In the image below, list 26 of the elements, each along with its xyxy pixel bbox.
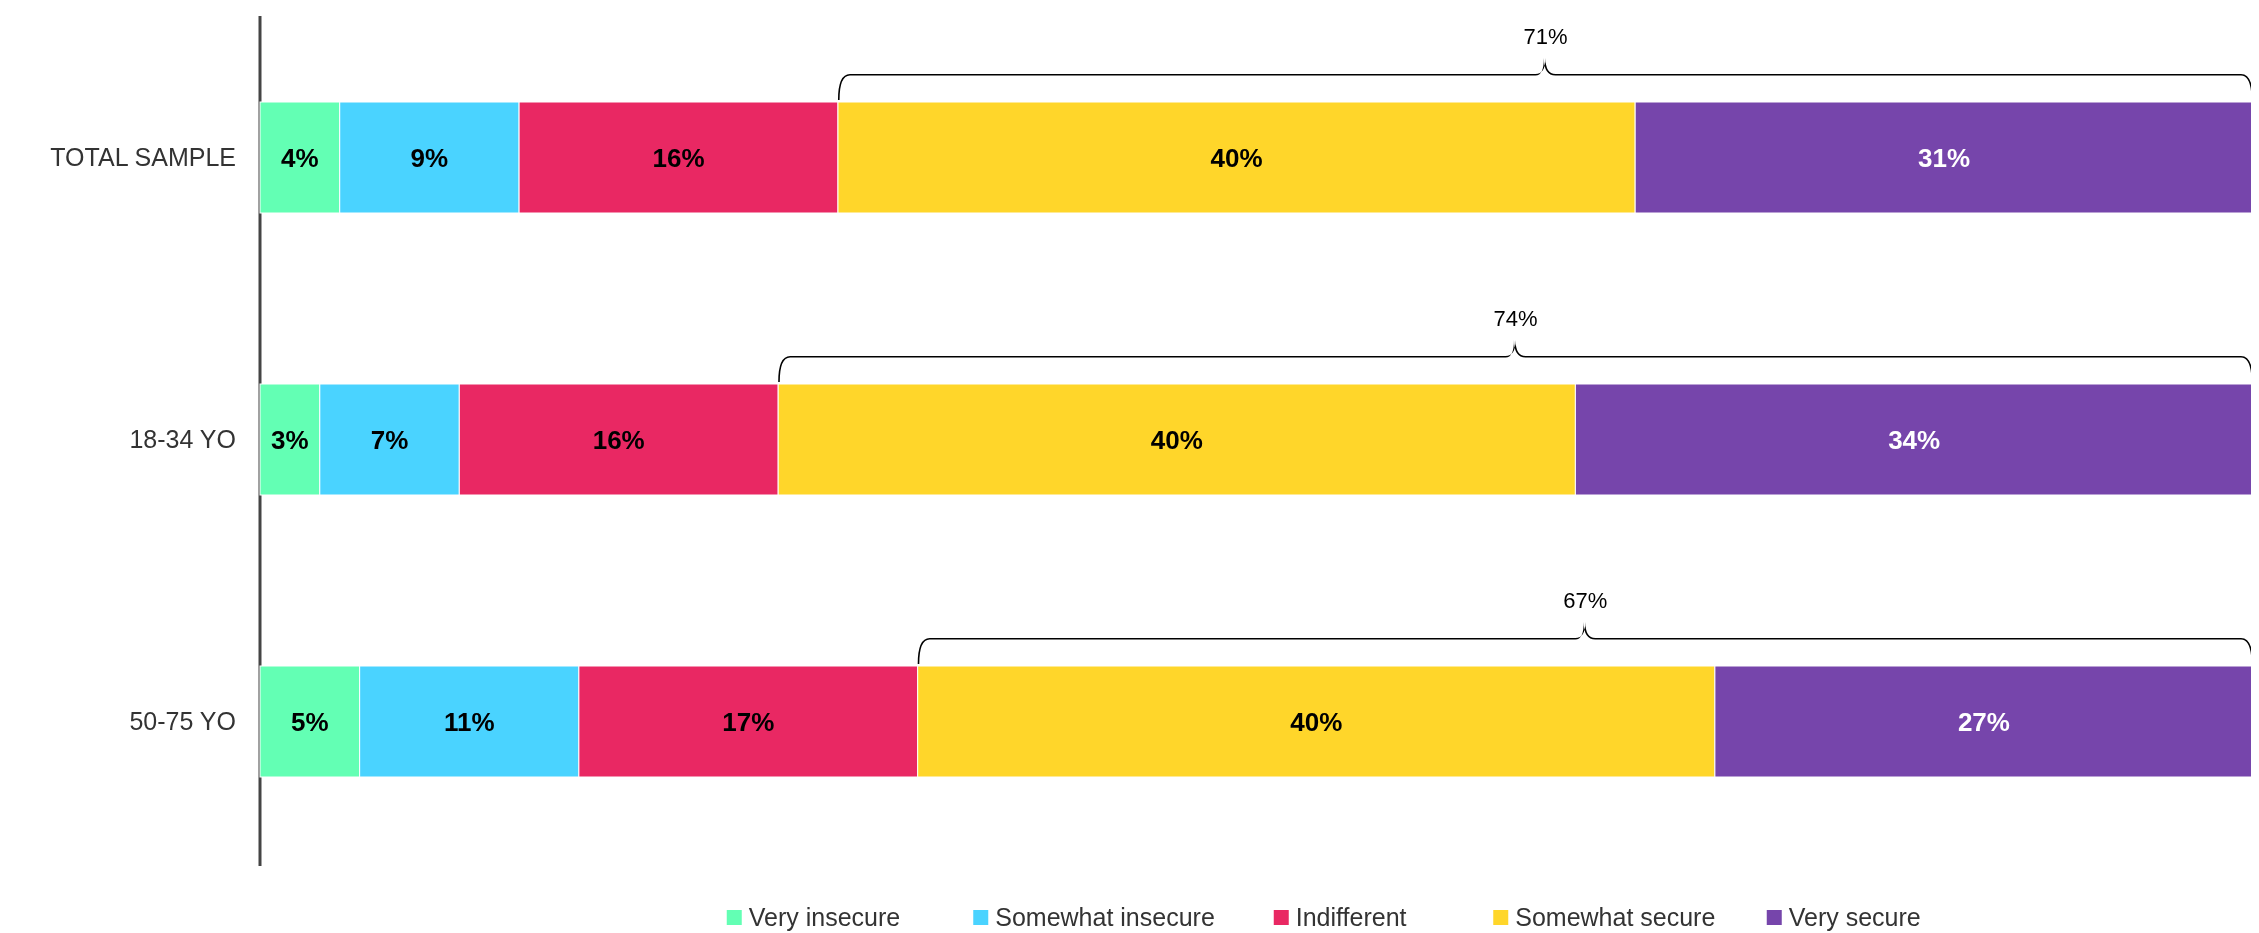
data-label: 27% bbox=[1957, 706, 2010, 737]
annotation: 67% bbox=[1563, 588, 1608, 613]
y-tick-label: 50-75 YO bbox=[129, 707, 236, 736]
data-label: 16% bbox=[592, 424, 645, 455]
data-label: 9% bbox=[410, 142, 449, 173]
legend-label: Somewhat secure bbox=[1515, 903, 1716, 931]
data-label: 7% bbox=[370, 424, 409, 455]
legend-label: Somewhat insecure bbox=[995, 903, 1215, 931]
legend-label: Indifferent bbox=[1295, 903, 1407, 931]
data-label: 40% bbox=[1290, 706, 1343, 737]
y-tick-label: 18-34 YO bbox=[129, 425, 236, 454]
data-label: 5% bbox=[291, 706, 329, 737]
data-label: 11% bbox=[443, 706, 495, 737]
annotation: 74% bbox=[1493, 306, 1538, 331]
data-label: 3% bbox=[271, 424, 309, 455]
data-label: 16% bbox=[652, 142, 705, 173]
data-label: 34% bbox=[1888, 424, 1941, 455]
data-label: 40% bbox=[1210, 142, 1263, 173]
y-tick-label: TOTAL SAMPLE bbox=[50, 143, 236, 172]
data-label: 17% bbox=[722, 706, 775, 737]
legend-label: Very secure bbox=[1788, 903, 1921, 931]
data-label: 4% bbox=[281, 142, 319, 173]
data-label: 31% bbox=[1918, 142, 1971, 173]
data-label: 40% bbox=[1150, 424, 1203, 455]
annotation: 71% bbox=[1523, 24, 1568, 49]
legend-label: Very insecure bbox=[748, 903, 901, 931]
